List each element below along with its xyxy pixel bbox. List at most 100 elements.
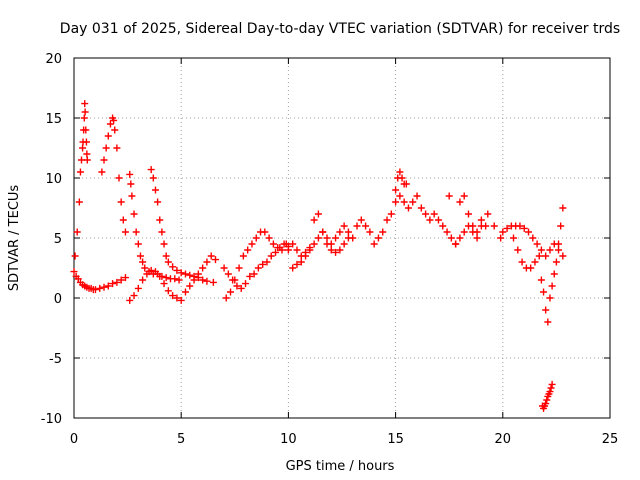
data-point bbox=[559, 252, 567, 260]
data-point bbox=[149, 174, 157, 182]
data-point bbox=[456, 234, 464, 242]
data-point bbox=[186, 271, 194, 279]
data-point bbox=[340, 240, 348, 248]
data-point bbox=[336, 228, 344, 236]
data-point bbox=[154, 198, 162, 206]
data-point bbox=[430, 210, 438, 218]
data-point bbox=[121, 228, 129, 236]
data-point bbox=[284, 246, 292, 254]
data-point bbox=[310, 240, 318, 248]
data-point bbox=[289, 264, 297, 272]
data-point bbox=[409, 198, 417, 206]
data-point bbox=[327, 240, 335, 248]
data-point bbox=[443, 228, 451, 236]
data-point bbox=[447, 234, 455, 242]
data-point bbox=[332, 234, 340, 242]
data-point bbox=[261, 228, 269, 236]
data-point bbox=[244, 246, 252, 254]
data-point bbox=[82, 138, 90, 146]
data-point bbox=[366, 228, 374, 236]
data-point bbox=[242, 280, 250, 288]
data-point bbox=[336, 246, 344, 254]
data-point bbox=[169, 263, 177, 271]
data-point bbox=[477, 216, 485, 224]
data-point bbox=[314, 234, 322, 242]
y-tick-labels: -10 -5 0 5 10 15 20 bbox=[41, 52, 62, 427]
data-point bbox=[130, 210, 138, 218]
data-point bbox=[181, 270, 189, 278]
data-point bbox=[398, 174, 406, 182]
data-point bbox=[171, 275, 179, 283]
data-point bbox=[71, 252, 79, 260]
data-point bbox=[111, 126, 119, 134]
data-point bbox=[250, 270, 258, 278]
data-point bbox=[119, 216, 127, 224]
data-point bbox=[548, 380, 556, 388]
data-point bbox=[370, 240, 378, 248]
y-tick-label: 5 bbox=[54, 232, 62, 247]
data-point bbox=[134, 284, 142, 292]
data-point bbox=[235, 264, 243, 272]
data-point bbox=[70, 268, 78, 276]
data-point bbox=[542, 252, 550, 260]
grid-lines bbox=[74, 58, 610, 418]
data-point bbox=[134, 240, 142, 248]
data-point bbox=[173, 294, 181, 302]
data-point bbox=[113, 144, 121, 152]
data-point bbox=[126, 296, 134, 304]
data-point bbox=[254, 264, 262, 272]
data-point bbox=[83, 150, 91, 158]
data-point bbox=[533, 240, 541, 248]
data-point bbox=[76, 168, 84, 176]
data-point bbox=[156, 272, 164, 280]
axis-ticks bbox=[73, 57, 611, 419]
x-tick-label: 25 bbox=[602, 432, 619, 447]
data-point bbox=[482, 222, 490, 230]
data-point bbox=[452, 240, 460, 248]
data-point bbox=[136, 252, 144, 260]
data-point bbox=[104, 282, 112, 290]
data-point bbox=[113, 278, 121, 286]
data-point bbox=[128, 192, 136, 200]
data-point bbox=[484, 210, 492, 218]
data-point bbox=[546, 294, 554, 302]
x-tick-label: 10 bbox=[280, 432, 297, 447]
data-point bbox=[259, 260, 267, 268]
data-point bbox=[147, 166, 155, 174]
data-point bbox=[293, 246, 301, 254]
data-point bbox=[516, 222, 524, 230]
data-points bbox=[70, 100, 567, 412]
data-point bbox=[439, 222, 447, 230]
data-point bbox=[555, 246, 563, 254]
data-point bbox=[222, 294, 230, 302]
data-point bbox=[227, 288, 235, 296]
data-point bbox=[177, 296, 185, 304]
data-point bbox=[177, 269, 185, 277]
x-tick-label: 5 bbox=[177, 432, 185, 447]
data-point bbox=[209, 278, 217, 286]
data-point bbox=[310, 216, 318, 224]
data-point bbox=[353, 222, 361, 230]
data-point bbox=[546, 246, 554, 254]
data-point bbox=[121, 274, 129, 282]
data-point bbox=[460, 192, 468, 200]
data-point bbox=[194, 270, 202, 278]
data-point bbox=[413, 192, 421, 200]
data-point bbox=[417, 204, 425, 212]
data-point bbox=[181, 288, 189, 296]
data-point bbox=[252, 234, 260, 242]
data-point bbox=[387, 210, 395, 218]
y-tick-label: -10 bbox=[41, 412, 62, 427]
x-tick-label: 20 bbox=[495, 432, 512, 447]
data-point bbox=[126, 170, 134, 178]
x-tick-label: 15 bbox=[387, 432, 404, 447]
data-point bbox=[374, 234, 382, 242]
data-point bbox=[160, 280, 168, 288]
data-point bbox=[239, 252, 247, 260]
data-point bbox=[267, 252, 275, 260]
data-point bbox=[473, 234, 481, 242]
data-point bbox=[79, 144, 87, 152]
data-point bbox=[546, 388, 554, 396]
data-point bbox=[289, 240, 297, 248]
data-point bbox=[190, 276, 198, 284]
